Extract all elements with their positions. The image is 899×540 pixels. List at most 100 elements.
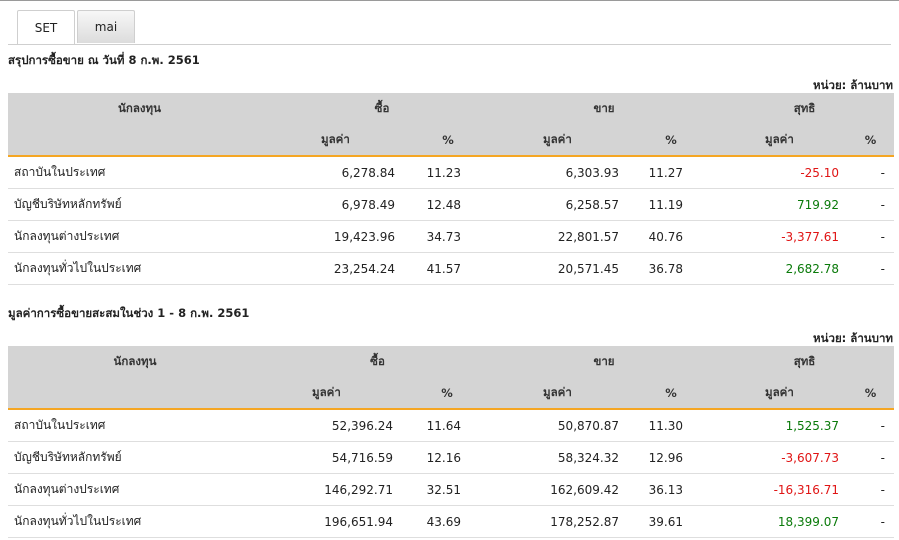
net-value-cell: -3,607.73 (715, 441, 847, 474)
net-percent-header: % (847, 124, 894, 157)
buy-percent-cell: 43.69 (401, 505, 493, 538)
investor-name-cell: นักลงทุนทั่วไปในประเทศ (8, 252, 271, 285)
table-subheader-row: มูลค่า % มูลค่า % มูลค่า % (8, 377, 894, 410)
daily-unit-label: หน่วย: ล้านบาท (813, 78, 893, 92)
table-header-row: นักลงทุน ซื้อ ขาย สุทธิ (8, 93, 894, 124)
buy-value-cell: 52,396.24 (262, 409, 401, 442)
net-value-cell: -25.10 (715, 156, 847, 189)
table-row: สถาบันในประเทศ 52,396.24 11.64 50,870.87 11.… (8, 409, 894, 442)
net-percent-header: % (847, 377, 894, 410)
table-row: บัญชีบริษัทหลักทรัพย์ 6,978.49 12.48 6,258.… (8, 188, 894, 221)
sell-value-cell: 6,258.57 (493, 188, 627, 221)
cumulative-rows: สถาบันในประเทศ 52,396.24 11.64 50,870.87 11.… (8, 409, 894, 538)
daily-rows: สถาบันในประเทศ 6,278.84 11.23 6,303.93 11.27… (8, 156, 894, 285)
sell-value-cell: 178,252.87 (493, 505, 627, 538)
sell-column-header: ขาย (493, 346, 715, 377)
net-percent-cell: - (847, 441, 894, 474)
buy-value-cell: 54,716.59 (262, 441, 401, 474)
sell-percent-cell: 11.30 (627, 409, 715, 442)
tab-mai[interactable]: mai (77, 10, 135, 43)
net-percent-cell: - (847, 409, 894, 442)
buy-value-cell: 146,292.71 (262, 473, 401, 506)
investor-name-cell: สถาบันในประเทศ (8, 156, 271, 189)
sell-value-cell: 58,324.32 (493, 441, 627, 474)
investor-column-header: นักลงทุน (8, 346, 262, 377)
investor-name-cell: นักลงทุนทั่วไปในประเทศ (8, 505, 262, 538)
sell-percent-header: % (627, 377, 715, 410)
sell-percent-cell: 11.19 (627, 188, 715, 221)
sell-value-cell: 6,303.93 (493, 156, 627, 189)
sell-value-header: มูลค่า (493, 377, 627, 410)
net-percent-cell: - (847, 473, 894, 506)
net-value-header: มูลค่า (715, 124, 847, 157)
table-row: นักลงทุนทั่วไปในประเทศ 196,651.94 43.69 178… (8, 505, 894, 538)
buy-value-header: มูลค่า (271, 124, 403, 157)
sell-percent-cell: 36.78 (627, 252, 715, 285)
sell-percent-cell: 39.61 (627, 505, 715, 538)
table-row: นักลงทุนต่างประเทศ 19,423.96 34.73 22,801.5… (8, 220, 894, 253)
table-subheader-row: มูลค่า % มูลค่า % มูลค่า % (8, 124, 894, 157)
buy-value-cell: 196,651.94 (262, 505, 401, 538)
net-value-cell: 18,399.07 (715, 505, 847, 538)
buy-percent-header: % (403, 124, 493, 157)
investor-name-cell: บัญชีบริษัทหลักทรัพย์ (8, 188, 271, 221)
net-column-header: สุทธิ (715, 346, 894, 377)
sell-percent-cell: 12.96 (627, 441, 715, 474)
net-percent-cell: - (847, 220, 894, 253)
buy-percent-cell: 11.23 (403, 156, 493, 189)
net-value-cell: 2,682.78 (715, 252, 847, 285)
cumulative-unit-label: หน่วย: ล้านบาท (813, 331, 893, 345)
sell-percent-cell: 40.76 (627, 220, 715, 253)
buy-percent-header: % (401, 377, 493, 410)
sell-value-cell: 22,801.57 (493, 220, 627, 253)
daily-summary-title: สรุปการซื้อขาย ณ วันที่ 8 ก.พ. 2561 (8, 53, 200, 67)
top-border (0, 0, 899, 1)
net-percent-cell: - (847, 505, 894, 538)
sell-percent-cell: 36.13 (627, 473, 715, 506)
buy-value-cell: 6,278.84 (271, 156, 403, 189)
net-percent-cell: - (847, 188, 894, 221)
cumulative-summary-table: นักลงทุน ซื้อ ขาย สุทธิ มูลค่า % มูลค่า … (8, 346, 894, 538)
tab-divider (8, 44, 891, 45)
sell-percent-header: % (627, 124, 715, 157)
table-row: นักลงทุนทั่วไปในประเทศ 23,254.24 41.57 20,5… (8, 252, 894, 285)
table-row: สถาบันในประเทศ 6,278.84 11.23 6,303.93 11.27… (8, 156, 894, 189)
subheader-blank (8, 124, 271, 157)
cumulative-summary-title: มูลค่าการซื้อขายสะสมในช่วง 1 - 8 ก.พ. 25… (8, 306, 250, 320)
buy-value-cell: 6,978.49 (271, 188, 403, 221)
buy-value-header: มูลค่า (262, 377, 401, 410)
buy-value-cell: 19,423.96 (271, 220, 403, 253)
net-column-header: สุทธิ (715, 93, 894, 124)
buy-column-header: ซื้อ (262, 346, 493, 377)
buy-percent-cell: 11.64 (401, 409, 493, 442)
buy-percent-cell: 12.48 (403, 188, 493, 221)
net-percent-cell: - (847, 252, 894, 285)
net-value-cell: 1,525.37 (715, 409, 847, 442)
buy-column-header: ซื้อ (271, 93, 493, 124)
investor-name-cell: นักลงทุนต่างประเทศ (8, 473, 262, 506)
buy-value-cell: 23,254.24 (271, 252, 403, 285)
tab-set[interactable]: SET (17, 10, 75, 45)
investor-name-cell: นักลงทุนต่างประเทศ (8, 220, 271, 253)
sell-column-header: ขาย (493, 93, 715, 124)
investor-name-cell: สถาบันในประเทศ (8, 409, 262, 442)
investor-name-cell: บัญชีบริษัทหลักทรัพย์ (8, 441, 262, 474)
market-tabs: SET mai (17, 10, 137, 45)
sell-value-cell: 20,571.45 (493, 252, 627, 285)
sell-value-cell: 162,609.42 (493, 473, 627, 506)
net-value-cell: -3,377.61 (715, 220, 847, 253)
buy-percent-cell: 41.57 (403, 252, 493, 285)
net-percent-cell: - (847, 156, 894, 189)
table-row: นักลงทุนต่างประเทศ 146,292.71 32.51 162,609… (8, 473, 894, 506)
net-value-cell: -16,316.71 (715, 473, 847, 506)
table-header-row: นักลงทุน ซื้อ ขาย สุทธิ (8, 346, 894, 377)
net-value-header: มูลค่า (715, 377, 847, 410)
buy-percent-cell: 34.73 (403, 220, 493, 253)
sell-percent-cell: 11.27 (627, 156, 715, 189)
sell-value-header: มูลค่า (493, 124, 627, 157)
investor-column-header: นักลงทุน (8, 93, 271, 124)
net-value-cell: 719.92 (715, 188, 847, 221)
daily-summary-table: นักลงทุน ซื้อ ขาย สุทธิ มูลค่า % มูลค่า … (8, 93, 894, 285)
subheader-blank (8, 377, 262, 410)
sell-value-cell: 50,870.87 (493, 409, 627, 442)
